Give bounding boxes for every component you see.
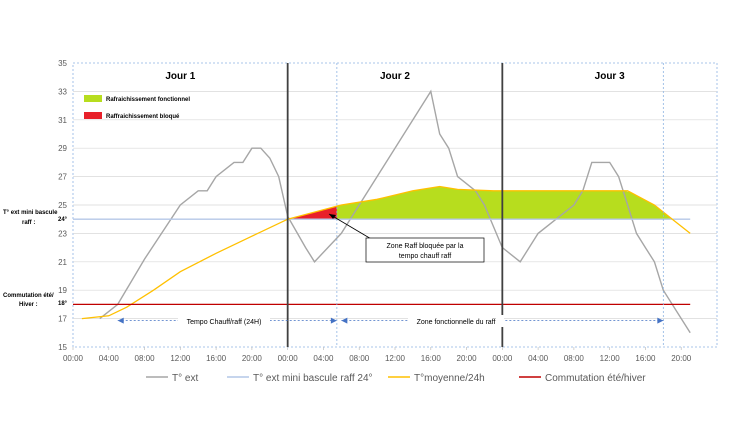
switch-label-line1: Commutation été/ [3,293,54,299]
x-tick-label-17: 20:00 [671,354,692,363]
legend-label-threshold: T° ext mini bascule raff 24° [253,373,373,384]
day-labels: Jour 1 Jour 2 Jour 3 [165,71,625,82]
y-tick-label-9: 33 [58,87,67,96]
shaded-area-1 [336,186,673,220]
x-tick-label-15: 12:00 [600,354,621,363]
tempo-label: Tempo Chauff/raff (24H) [187,319,262,326]
x-tick-label-4: 16:00 [206,354,227,363]
x-tick-label-7: 04:00 [313,354,334,363]
legend-swatch-blocked [84,112,102,119]
day-label-2: Jour 2 [380,71,410,82]
x-tick-label-0: 00:00 [63,354,84,363]
x-tick-label-10: 16:00 [421,354,442,363]
range-arrow-right-1 [657,317,664,324]
callout-line2: tempo chauff raff [399,253,451,260]
legend-swatch-functional [84,95,102,102]
y-axis-ticks: 15 17 19 21 23 25 27 29 31 33 35 [58,59,67,352]
legend-label-blocked: Raffraichissement bloqué [106,114,180,120]
y-tick-label-8: 31 [58,116,67,125]
tempo-label-bg [178,315,270,327]
x-tick-label-13: 04:00 [528,354,549,363]
functional-zone-label: Zone fonctionnelle du raff [417,319,496,326]
x-axis-ticks: 00:00 04:00 08:00 12:00 16:00 20:00 00:00 04:00… [63,347,692,363]
callout-box [365,237,485,263]
range-arrow-left-1 [341,317,348,324]
functional-zone-label-bg [408,315,504,327]
threshold-label-line1: T° ext mini bascule [3,210,58,216]
day-label-3: Jour 3 [595,71,625,82]
shaded-areas [287,186,673,220]
x-tick-label-8: 08:00 [349,354,370,363]
threshold-value-label: 24° [58,217,68,223]
switch-value-label: 18° [58,301,68,307]
series-lines [73,89,691,334]
legend-label-text: T° ext [172,373,198,384]
range-arrow-left-0 [117,317,124,324]
y-tick-label-3: 21 [58,258,67,267]
y-tick-label-4: 23 [58,229,67,238]
x-tick-label-5: 20:00 [242,354,263,363]
x-tick-label-6: 00:00 [278,354,299,363]
x-tick-label-11: 20:00 [457,354,478,363]
legend-label-functional: Rafraichissement fonctionnel [106,97,190,103]
switch-label-line2: Hiver : [19,302,38,308]
x-tick-label-3: 12:00 [170,354,191,363]
callout-line1: Zone Raff bloquée par la [387,243,464,250]
range-arrow-right-0 [330,317,337,324]
y-tick-label-2: 19 [58,286,67,295]
y-tick-label-10: 35 [58,59,67,68]
x-tick-label-9: 12:00 [385,354,406,363]
x-tick-label-12: 00:00 [492,354,513,363]
threshold-label-line2: raff : [22,220,35,226]
day-dividers [286,63,664,347]
y-tick-label-1: 17 [58,315,67,324]
day-label-1: Jour 1 [165,71,195,82]
series-line-0 [99,89,691,334]
x-tick-label-1: 04:00 [99,354,120,363]
y-tick-label-6: 27 [58,173,67,182]
legend-label-average: T°moyenne/24h [414,373,485,384]
series-line-2 [81,185,691,320]
x-tick-label-2: 08:00 [135,354,156,363]
y-tick-label-5: 25 [58,201,67,210]
x-tick-label-16: 16:00 [635,354,656,363]
y-tick-label-7: 29 [58,144,67,153]
callout-arrow-head [329,214,336,219]
y-tick-label-0: 15 [58,343,67,352]
legend-label-switch: Commutation été/hiver [545,373,646,384]
x-tick-label-14: 08:00 [564,354,585,363]
